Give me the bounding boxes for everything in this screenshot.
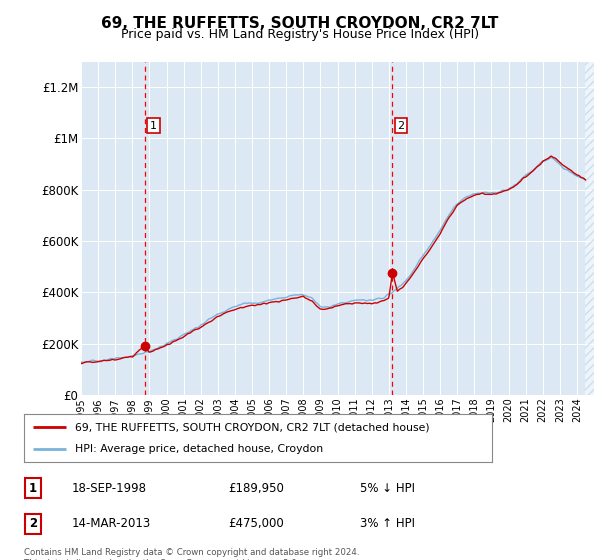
Text: 1: 1	[29, 482, 37, 495]
Text: 5% ↓ HPI: 5% ↓ HPI	[360, 482, 415, 495]
Text: 69, THE RUFFETTS, SOUTH CROYDON, CR2 7LT: 69, THE RUFFETTS, SOUTH CROYDON, CR2 7LT	[101, 16, 499, 31]
Text: Price paid vs. HM Land Registry's House Price Index (HPI): Price paid vs. HM Land Registry's House …	[121, 28, 479, 41]
Text: 2: 2	[398, 120, 404, 130]
Text: Contains HM Land Registry data © Crown copyright and database right 2024.
This d: Contains HM Land Registry data © Crown c…	[24, 548, 359, 560]
Text: 14-MAR-2013: 14-MAR-2013	[72, 517, 151, 530]
Text: 3% ↑ HPI: 3% ↑ HPI	[360, 517, 415, 530]
Text: £475,000: £475,000	[228, 517, 284, 530]
Text: £189,950: £189,950	[228, 482, 284, 495]
Text: 69, THE RUFFETTS, SOUTH CROYDON, CR2 7LT (detached house): 69, THE RUFFETTS, SOUTH CROYDON, CR2 7LT…	[76, 422, 430, 432]
Text: 18-SEP-1998: 18-SEP-1998	[72, 482, 147, 495]
Bar	[586, 62, 594, 395]
Text: 2: 2	[29, 517, 37, 530]
Text: 1: 1	[150, 120, 157, 130]
Text: HPI: Average price, detached house, Croydon: HPI: Average price, detached house, Croy…	[76, 444, 323, 454]
